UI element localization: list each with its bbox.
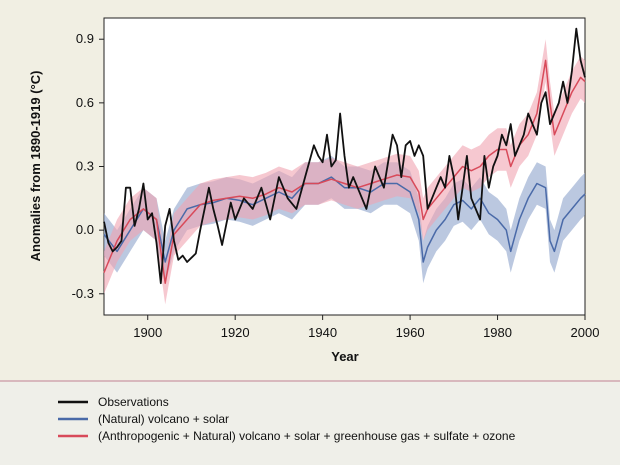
x-tick-label: 1960: [396, 325, 425, 340]
legend-label: Observations: [98, 395, 169, 409]
series-line-2: [103, 59, 586, 284]
legend: Observations (Natural) volcano + solar (An…: [58, 395, 516, 443]
x-tick-label: 2000: [571, 325, 600, 340]
x-tick-label: 1980: [483, 325, 512, 340]
y-tick-label: 0.0: [76, 222, 94, 237]
legend-label: (Anthropogenic + Natural) volcano + sola…: [98, 429, 516, 443]
x-axis-ticks: 1900 1920 1940 1960 1980 2000: [133, 315, 599, 340]
y-axis-label: Anomalies from 1890-1919 (°C): [28, 71, 43, 262]
series-line-0: [103, 27, 586, 285]
x-tick-label: 1920: [221, 325, 250, 340]
y-tick-label: 0.6: [76, 95, 94, 110]
x-axis-label: Year: [331, 349, 358, 364]
series-line-1: [103, 176, 586, 263]
y-tick-label: 0.9: [76, 31, 94, 46]
legend-label: (Natural) volcano + solar: [98, 412, 229, 426]
uncertainty-band-2: [104, 39, 585, 305]
legend-background: [0, 382, 620, 465]
series-lines: [103, 27, 586, 285]
x-tick-label: 1900: [133, 325, 162, 340]
y-tick-label: -0.3: [72, 286, 94, 301]
x-tick-label: 1940: [308, 325, 337, 340]
uncertainty-bands: [104, 39, 585, 305]
y-axis-ticks: -0.3 0.0 0.3 0.6 0.9: [72, 31, 104, 301]
y-tick-label: 0.3: [76, 159, 94, 174]
